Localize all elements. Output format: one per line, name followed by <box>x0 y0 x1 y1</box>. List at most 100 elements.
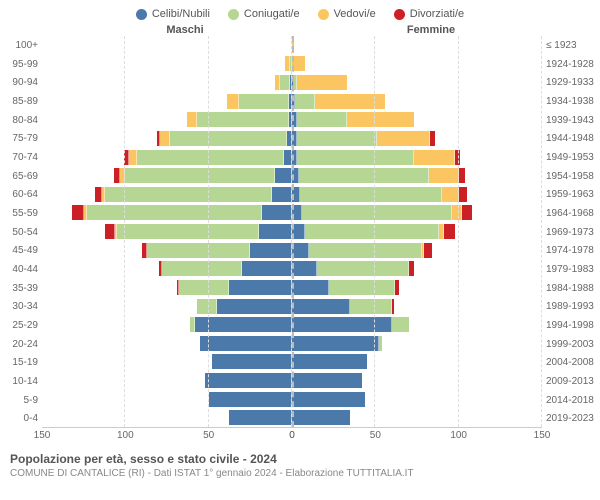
y-tick-birth: 1924-1928 <box>542 55 600 74</box>
y-tick-birth: 1994-1998 <box>542 316 600 335</box>
female-side <box>292 205 542 220</box>
legend-label: Coniugati/e <box>244 8 300 20</box>
y-axis-left-label: Fasce di età <box>0 202 2 262</box>
segment-divorziati <box>462 205 472 220</box>
legend-item: Vedovi/e <box>318 8 376 20</box>
segment-coniugati <box>125 168 275 183</box>
y-tick-age: 95-99 <box>0 55 42 74</box>
footer: Popolazione per età, sesso e stato civil… <box>0 446 600 479</box>
segment-divorziati <box>409 261 414 276</box>
legend-swatch <box>228 9 239 20</box>
y-tick-birth: 1999-2003 <box>542 335 600 354</box>
segment-vedovi <box>160 131 170 146</box>
female-side <box>292 410 542 425</box>
x-tick: 150 <box>534 430 551 441</box>
y-tick-age: 35-39 <box>0 279 42 298</box>
female-side <box>292 224 542 239</box>
y-tick-age: 55-59 <box>0 204 42 223</box>
segment-coniugati <box>305 224 438 239</box>
segment-vedovi <box>442 187 459 202</box>
y-tick-birth: 1949-1953 <box>542 148 600 167</box>
male-side <box>42 131 292 146</box>
segment-divorziati <box>455 150 460 165</box>
y-tick-birth: 1974-1978 <box>542 241 600 260</box>
chart-subtitle: COMUNE DI CANTALICE (RI) - Dati ISTAT 1°… <box>10 466 590 479</box>
segment-celibi <box>229 410 292 425</box>
segment-divorziati <box>430 131 435 146</box>
x-tick: 150 <box>34 430 51 441</box>
segment-coniugati <box>297 112 347 127</box>
y-tick-age: 70-74 <box>0 148 42 167</box>
female-side <box>292 38 542 53</box>
header-female: Femmine <box>308 24 554 36</box>
segment-celibi <box>292 261 317 276</box>
y-tick-birth: 1934-1938 <box>542 92 600 111</box>
segment-coniugati <box>295 94 315 109</box>
segment-celibi <box>250 243 292 258</box>
legend-label: Celibi/Nubili <box>152 8 210 20</box>
male-side <box>42 354 292 369</box>
legend-item: Divorziati/e <box>394 8 464 20</box>
segment-celibi <box>292 392 365 407</box>
y-tick-age: 45-49 <box>0 241 42 260</box>
y-tick-birth: 2009-2013 <box>542 372 600 391</box>
segment-celibi <box>229 280 292 295</box>
segment-vedovi <box>227 94 239 109</box>
segment-coniugati <box>297 131 377 146</box>
legend-item: Celibi/Nubili <box>136 8 210 20</box>
population-pyramid-chart: Celibi/Nubili Coniugati/e Vedovi/e Divorzia… <box>0 0 600 500</box>
segment-celibi <box>195 317 292 332</box>
x-axis-right: 050100150 <box>292 428 542 446</box>
header-male: Maschi <box>62 24 308 36</box>
female-side <box>292 131 542 146</box>
segment-celibi <box>272 187 292 202</box>
segment-celibi <box>200 336 292 351</box>
y-tick-birth: 1979-1983 <box>542 260 600 279</box>
segment-celibi <box>275 168 292 183</box>
segment-coniugati <box>392 317 409 332</box>
male-side <box>42 187 292 202</box>
y-tick-birth: 1984-1988 <box>542 279 600 298</box>
segment-coniugati <box>197 299 217 314</box>
segment-vedovi <box>377 131 430 146</box>
segment-coniugati <box>317 261 409 276</box>
segment-celibi <box>292 317 392 332</box>
segment-coniugati <box>280 75 290 90</box>
x-tick: 50 <box>203 430 214 441</box>
male-side <box>42 224 292 239</box>
bars-area <box>42 36 542 428</box>
legend-swatch <box>394 9 405 20</box>
segment-celibi <box>259 224 292 239</box>
y-tick-birth: 1944-1948 <box>542 129 600 148</box>
male-side <box>42 205 292 220</box>
segment-celibi <box>284 150 292 165</box>
y-axis-right: ≤ 19231924-19281929-19331934-19381939-19… <box>542 36 600 428</box>
male-side <box>42 410 292 425</box>
x-tick: 0 <box>289 430 295 441</box>
segment-coniugati <box>329 280 396 295</box>
segment-celibi <box>292 410 350 425</box>
segment-divorziati <box>424 243 432 258</box>
y-tick-birth: 1989-1993 <box>542 297 600 316</box>
segment-coniugati <box>297 150 414 165</box>
segment-divorziati <box>459 168 466 183</box>
segment-vedovi <box>187 112 197 127</box>
female-side <box>292 317 542 332</box>
segment-coniugati <box>147 243 250 258</box>
segment-divorziati <box>459 187 467 202</box>
segment-celibi <box>292 280 329 295</box>
y-tick-age: 20-24 <box>0 335 42 354</box>
y-tick-birth: 1959-1963 <box>542 185 600 204</box>
segment-coniugati <box>350 299 392 314</box>
segment-divorziati <box>444 224 456 239</box>
segment-celibi <box>292 299 350 314</box>
legend-swatch <box>318 9 329 20</box>
y-tick-age: 75-79 <box>0 129 42 148</box>
y-tick-birth: 1964-1968 <box>542 204 600 223</box>
female-side <box>292 150 542 165</box>
segment-celibi <box>217 299 292 314</box>
y-tick-age: 100+ <box>0 36 42 55</box>
center-line <box>292 36 294 427</box>
segment-divorziati <box>395 280 398 295</box>
column-headers: Maschi Femmine <box>0 24 600 36</box>
